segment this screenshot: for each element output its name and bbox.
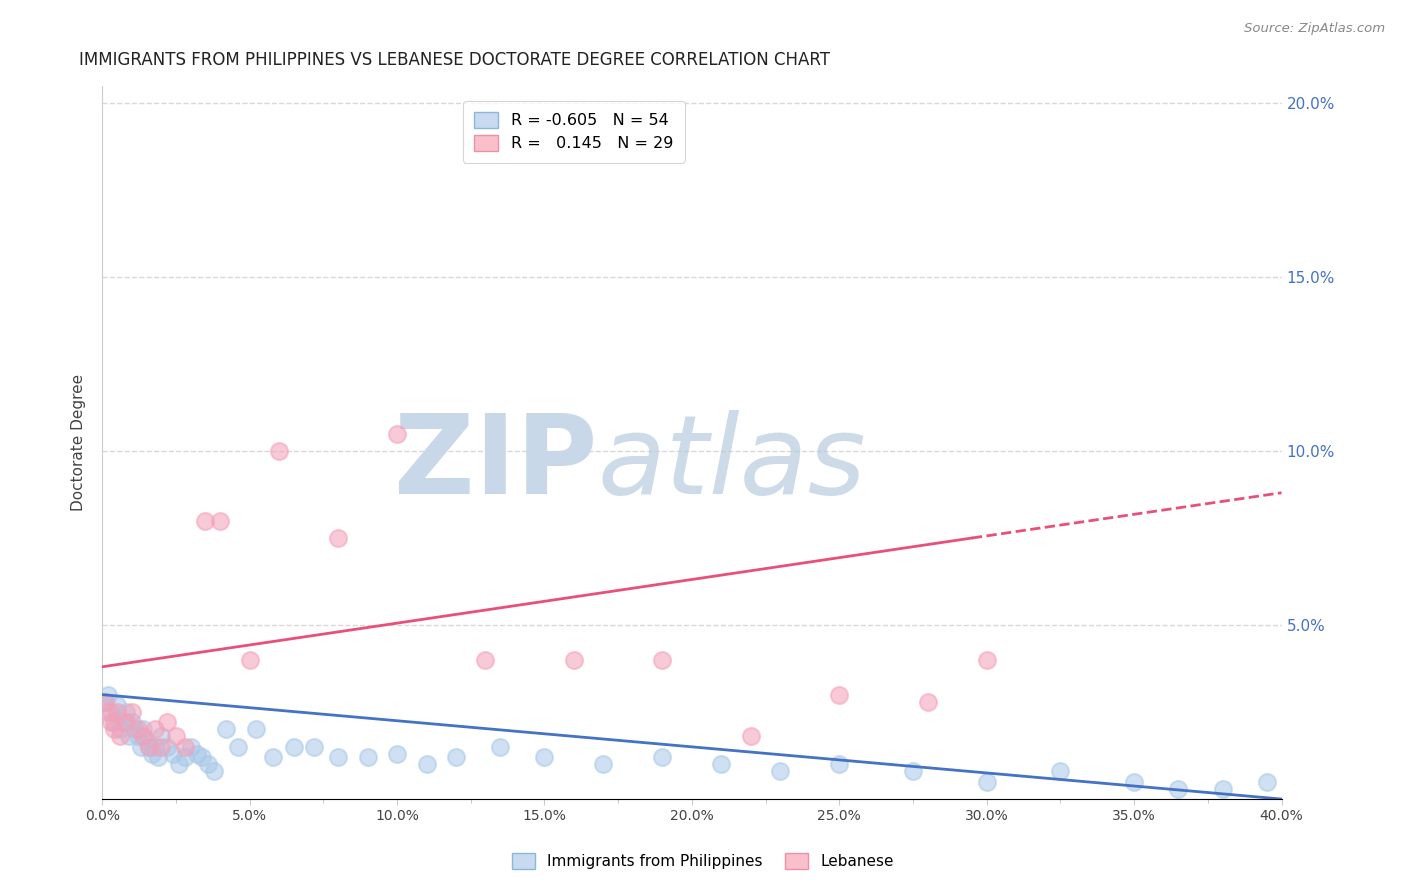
Point [828,757,851,772]
Point [138,739,160,754]
Point [226,739,249,754]
Point [326,531,349,545]
Point [651,750,673,764]
Point [209,514,232,528]
Point [533,750,555,764]
Point [162,747,184,761]
Point [262,750,284,764]
Point [105,698,128,712]
Point [103,723,125,737]
Point [114,715,136,730]
Point [415,757,437,772]
Point [901,764,924,779]
Point [127,730,149,744]
Point [97,705,120,719]
Point [148,750,170,764]
Point [474,653,496,667]
Point [202,764,225,779]
Point [118,730,141,744]
Point [150,730,173,744]
Point [167,757,190,772]
Point [592,757,614,772]
Point [156,739,179,754]
Point [186,747,208,761]
Point [1256,774,1278,789]
Point [121,705,143,719]
Point [127,723,149,737]
Point [269,444,291,458]
Point [385,426,408,441]
Point [385,747,408,761]
Point [138,739,160,754]
Point [97,688,120,702]
Point [108,730,131,744]
Point [132,723,155,737]
Point [156,715,179,730]
Text: atlas: atlas [598,410,866,517]
Point [129,739,152,754]
Point [917,695,939,709]
Point [239,653,262,667]
Point [444,750,467,764]
Point [173,750,195,764]
Point [114,705,136,719]
Point [165,730,187,744]
Point [100,715,122,730]
Point [105,705,128,719]
Point [304,739,326,754]
Point [180,739,202,754]
Point [828,688,851,702]
Point [150,739,173,754]
Point [710,757,733,772]
Point [976,774,998,789]
Point [1212,781,1234,796]
Point [143,723,166,737]
Point [141,747,163,761]
Point [94,695,117,709]
Point [326,750,349,764]
Point [103,715,125,730]
Text: ZIP: ZIP [394,410,598,517]
Point [173,739,195,754]
Point [1123,774,1146,789]
Point [194,514,217,528]
Point [769,764,792,779]
Point [245,723,267,737]
Point [489,739,512,754]
Point [197,757,219,772]
Point [562,653,585,667]
Text: Source: ZipAtlas.com: Source: ZipAtlas.com [1244,22,1385,36]
Point [94,695,117,709]
Legend: R = -0.605   N = 54, R =   0.145   N = 29: R = -0.605 N = 54, R = 0.145 N = 29 [463,101,685,162]
Point [651,653,673,667]
Point [135,732,157,747]
Point [1049,764,1071,779]
Point [215,723,238,737]
Point [124,723,146,737]
Point [1167,781,1189,796]
Point [356,750,378,764]
Point [111,715,134,730]
Point [100,705,122,719]
Point [191,750,214,764]
Point [143,739,166,754]
Point [976,653,998,667]
Legend: Immigrants from Philippines, Lebanese: Immigrants from Philippines, Lebanese [506,847,900,875]
Point [121,715,143,730]
Point [283,739,305,754]
Point [740,730,762,744]
Point [108,723,131,737]
Text: IMMIGRANTS FROM PHILIPPINES VS LEBANESE DOCTORATE DEGREE CORRELATION CHART: IMMIGRANTS FROM PHILIPPINES VS LEBANESE … [79,51,830,69]
Y-axis label: Doctorate Degree: Doctorate Degree [72,374,86,511]
Point [132,730,155,744]
